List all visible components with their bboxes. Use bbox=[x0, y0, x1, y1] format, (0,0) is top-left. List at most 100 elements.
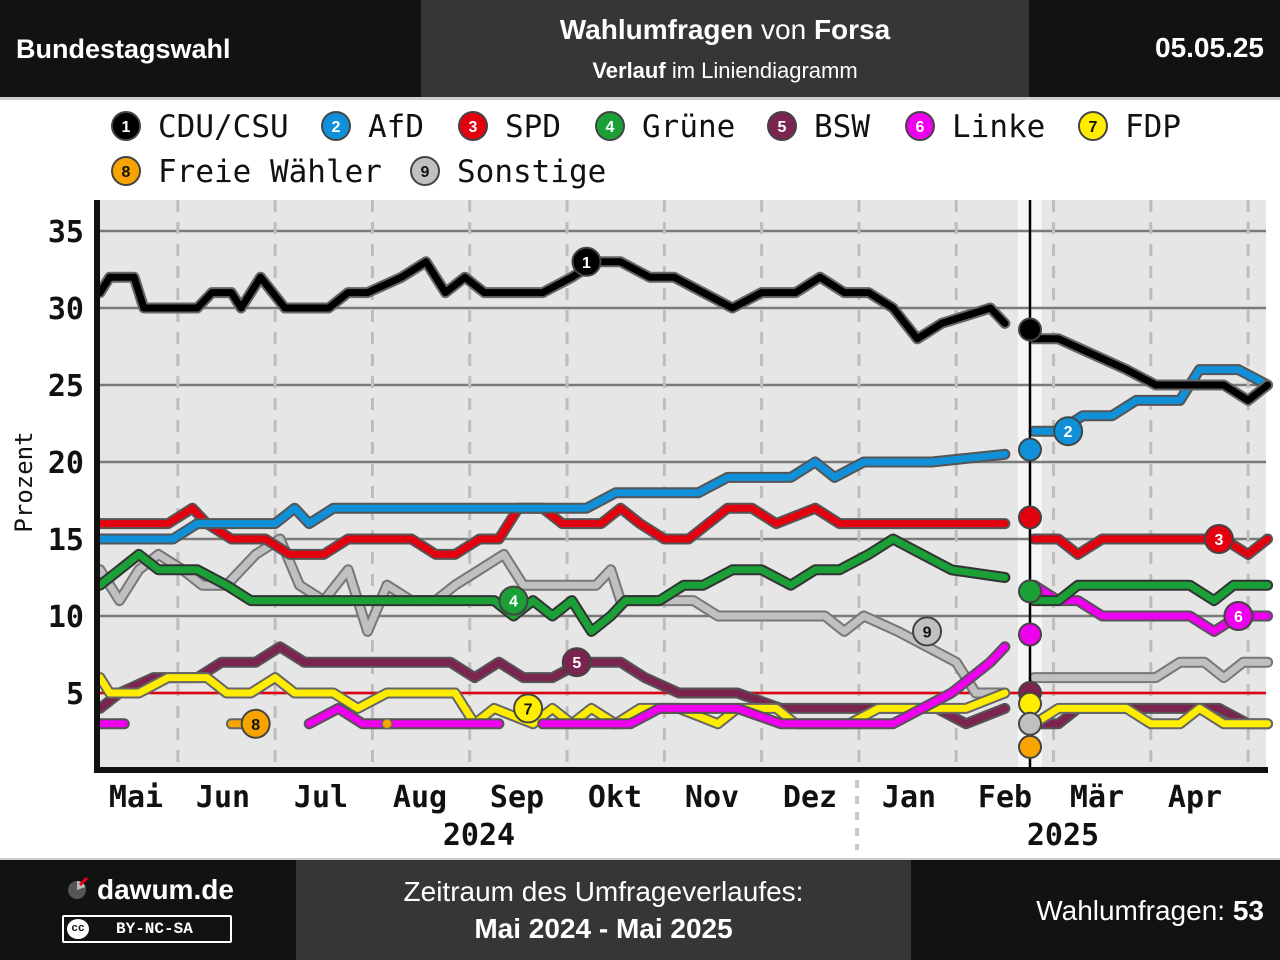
legend-badge-1 bbox=[111, 111, 141, 141]
title-part-2: von bbox=[761, 14, 807, 45]
year-label: 2024 bbox=[443, 818, 515, 853]
series-lines bbox=[94, 256, 1274, 730]
x-tick-label: Mai bbox=[109, 780, 163, 815]
series-line-4-after bbox=[1030, 581, 1272, 605]
header-divider bbox=[0, 97, 1280, 100]
x-tick-label: Dez bbox=[783, 780, 837, 815]
legend-badge-number: 8 bbox=[122, 164, 131, 181]
header-title-panel: Wahlumfragen von Forsa Verlauf im Linien… bbox=[421, 0, 1029, 97]
series-label-marker bbox=[240, 708, 271, 739]
chart-subtitle: Verlauf im Liniendiagramm bbox=[421, 58, 1029, 84]
license-badge[interactable]: cc BY-NC-SA bbox=[62, 915, 232, 943]
series-4-group bbox=[94, 533, 1274, 637]
series-label-number: 2 bbox=[1064, 424, 1073, 441]
header-bar: Bundestagswahl Wahlumfragen von Forsa Ve… bbox=[0, 0, 1280, 97]
legend-badge-8 bbox=[111, 156, 141, 186]
title-pollster: Forsa bbox=[813, 14, 891, 45]
brand[interactable]: dawum.de bbox=[66, 874, 234, 906]
poll-count-value: 53 bbox=[1232, 895, 1264, 926]
chart-title: Wahlumfragen von Forsa bbox=[421, 14, 1029, 46]
y-tick-label: 15 bbox=[48, 523, 84, 558]
election-result-point bbox=[1018, 711, 1042, 736]
footer-bar: dawum.de Zeitraum des Umfrageverlaufes: … bbox=[0, 860, 1280, 960]
legend-label: CDU/CSU bbox=[158, 109, 289, 145]
poll-count: Wahlumfragen: 53 bbox=[1036, 895, 1264, 927]
series-label-number: 8 bbox=[251, 717, 260, 734]
x-tick-label: Jan bbox=[882, 780, 936, 815]
cc-icon: cc bbox=[67, 919, 89, 939]
series-line-7-after bbox=[1030, 704, 1272, 728]
series-line-5-before bbox=[96, 643, 1009, 728]
legend-badge-3 bbox=[458, 111, 488, 141]
title-part-1: Wahlumfragen bbox=[559, 14, 754, 45]
series-line-9-before bbox=[96, 535, 1009, 697]
series-line-9-after bbox=[1030, 658, 1272, 682]
x-tick-label: Nov bbox=[685, 780, 739, 815]
legend-badge-number: 1 bbox=[122, 119, 131, 136]
x-tick-label: Jul bbox=[294, 780, 348, 815]
y-tick-label: 5 bbox=[66, 677, 84, 712]
election-result-point bbox=[1018, 622, 1042, 647]
year-label: 2025 bbox=[1027, 818, 1099, 853]
series-point bbox=[381, 718, 393, 730]
series-label-marker bbox=[1053, 416, 1084, 447]
legend-label: Grüne bbox=[642, 109, 735, 145]
series-line-3-after bbox=[1030, 535, 1272, 558]
series-line-1-after bbox=[1030, 335, 1272, 404]
footer-divider bbox=[0, 858, 1280, 860]
series-9-group bbox=[94, 533, 1274, 699]
range-label: Zeitraum des Umfrageverlaufes: bbox=[403, 876, 804, 907]
series-label-marker bbox=[571, 246, 602, 277]
series-1-group bbox=[94, 256, 1274, 406]
legend-badge-number: 7 bbox=[1089, 119, 1098, 136]
y-tick-label: 25 bbox=[48, 369, 84, 404]
series-line-7-before bbox=[96, 674, 1009, 728]
series-label-marker bbox=[561, 647, 592, 678]
series-line-1-before bbox=[96, 258, 1009, 343]
legend-badge-number: 4 bbox=[606, 119, 615, 136]
legend-badge-number: 5 bbox=[778, 119, 787, 136]
series-label-number: 4 bbox=[509, 594, 518, 611]
legend-label: Sonstige bbox=[457, 154, 606, 190]
election-result-point bbox=[1018, 734, 1042, 759]
x-tick-label: Okt bbox=[588, 780, 642, 815]
election-type: Bundestagswahl bbox=[16, 34, 231, 64]
y-tick-label: 35 bbox=[48, 215, 84, 250]
election-result-point bbox=[1018, 437, 1042, 462]
y-tick-label: 10 bbox=[48, 600, 84, 635]
election-result-point bbox=[1018, 317, 1042, 342]
series-label-marker bbox=[513, 693, 544, 724]
series-label-number: 5 bbox=[572, 655, 581, 672]
election-result-point bbox=[1018, 505, 1042, 530]
legend-label: FDP bbox=[1125, 109, 1181, 145]
series-line-4-before bbox=[96, 535, 1009, 635]
dawum-logo-icon bbox=[68, 876, 89, 899]
x-tick-label: Sep bbox=[490, 780, 544, 815]
series-markers: 1 2 3 4 5 6 7 8 9 bbox=[240, 200, 1254, 770]
legend-badge-number: 6 bbox=[916, 119, 925, 136]
series-label-number: 3 bbox=[1214, 532, 1223, 549]
legend-badge-9 bbox=[410, 156, 440, 186]
legend-badge-number: 3 bbox=[469, 119, 478, 136]
series-label-marker bbox=[912, 616, 943, 647]
y-axis-title: Prozent bbox=[10, 431, 38, 532]
legend-label: AfD bbox=[368, 109, 424, 145]
series-3-group bbox=[94, 502, 1274, 560]
brand-name: dawum.de bbox=[97, 874, 234, 905]
x-tick-label: Jun bbox=[196, 780, 250, 815]
poll-count-label: Wahlumfragen: bbox=[1036, 895, 1226, 926]
series-label-number: 9 bbox=[923, 624, 932, 641]
header-date: 05.05.25 bbox=[1155, 32, 1264, 63]
election-result-point bbox=[1018, 691, 1042, 716]
election-result-point bbox=[1018, 579, 1042, 604]
legend-badge-number: 9 bbox=[421, 164, 430, 181]
y-tick-label: 30 bbox=[48, 292, 84, 327]
chart-legend: 1 CDU/CSU 2 AfD 3 SPD 4 Grüne 5 BSW 6 Linke 7 FDP 8 Fre… bbox=[111, 109, 1181, 190]
license-text: BY-NC-SA bbox=[116, 920, 193, 938]
legend-badge-2 bbox=[321, 111, 351, 141]
series-label-marker bbox=[1223, 601, 1254, 631]
legend-label: Linke bbox=[952, 109, 1045, 145]
legend-label: Freie Wähler bbox=[158, 154, 382, 190]
series-label-number: 7 bbox=[524, 701, 533, 718]
